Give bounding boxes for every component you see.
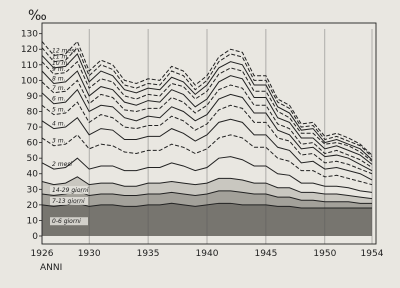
y-tick-label: 70	[27, 123, 39, 133]
x-tick-label: 1940	[196, 249, 219, 259]
y-axis-label: ‰	[28, 8, 47, 24]
series-line	[41, 88, 373, 172]
series-line	[41, 134, 373, 186]
y-tick-label: 120	[21, 45, 38, 55]
series-line	[41, 60, 373, 162]
y-tick-label: 40	[27, 170, 39, 180]
series-line	[41, 156, 373, 193]
series-label: 6 m.	[52, 96, 66, 103]
series-line	[41, 116, 373, 181]
series-label: 0-6 giorni	[52, 218, 81, 225]
series-line	[41, 53, 373, 161]
series-label: 9 m.	[52, 66, 66, 73]
y-tick-label: 0	[32, 232, 38, 242]
label-bg	[50, 186, 88, 195]
series-label: 2 mesi	[52, 161, 72, 168]
x-tick-label: 1945	[254, 249, 277, 259]
plot-frame	[41, 22, 377, 245]
series-line	[41, 40, 373, 156]
series-line	[41, 46, 373, 157]
y-tick-label: 110	[21, 61, 38, 71]
label-bg	[50, 217, 88, 226]
series-label: 11 m.	[52, 54, 69, 61]
x-tick-label: 1950	[313, 249, 336, 259]
y-tick-label: 90	[27, 92, 39, 102]
series-label: 10 m.	[52, 60, 69, 67]
y-tick-label: 80	[27, 107, 39, 117]
series-line	[41, 176, 373, 200]
x-tick-label: 1954	[361, 249, 384, 259]
label-bg	[50, 196, 88, 205]
series-line	[41, 70, 373, 165]
series-line	[41, 101, 373, 175]
x-axis-label: ANNI	[40, 263, 62, 273]
x-tick-label: 1935	[137, 249, 160, 259]
series-label: 8 m.	[52, 75, 66, 82]
x-tick-label: 1926	[31, 249, 54, 259]
y-tick-label: 100	[21, 76, 38, 86]
y-tick-label: 10	[27, 216, 39, 226]
series-line	[41, 202, 372, 209]
y-tick-label: 50	[27, 154, 39, 164]
series-label: 12 mesi	[52, 47, 76, 54]
series-line	[41, 190, 372, 204]
y-tick-label: 30	[27, 185, 39, 195]
y-tick-label: 60	[27, 139, 39, 149]
x-tick-label: 1930	[78, 249, 101, 259]
series-label: 7-13 giorni	[52, 198, 85, 205]
series-label: 14-29 giorni	[52, 187, 89, 194]
y-tick-label: 130	[21, 30, 38, 40]
series-label: 7 m.	[52, 85, 66, 92]
series-label: 4 m.	[52, 121, 66, 128]
series-label: 5 m.	[52, 107, 66, 114]
series-line	[41, 79, 373, 168]
y-tick-label: 20	[27, 201, 39, 211]
series-label: 3 m.	[52, 138, 66, 145]
